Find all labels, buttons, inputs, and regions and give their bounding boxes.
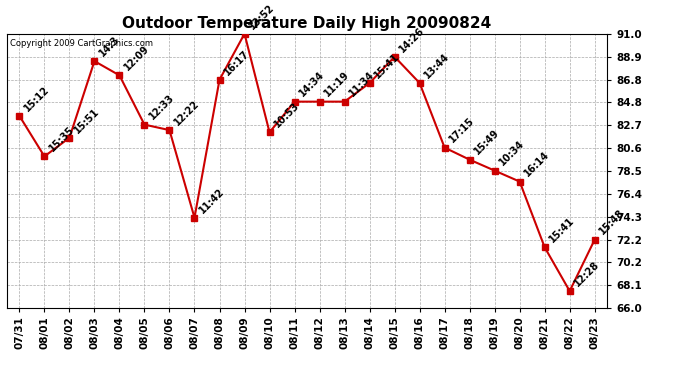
Title: Outdoor Temperature Daily High 20090824: Outdoor Temperature Daily High 20090824 — [122, 16, 492, 31]
Text: 10:34: 10:34 — [497, 139, 526, 168]
Text: 15:35: 15:35 — [47, 124, 76, 154]
Text: 11:19: 11:19 — [322, 70, 351, 99]
Text: 15:48: 15:48 — [598, 208, 627, 237]
Text: 16:17: 16:17 — [222, 48, 251, 77]
Text: 16:14: 16:14 — [522, 150, 551, 179]
Text: 11:34: 11:34 — [347, 70, 376, 99]
Text: 12:28: 12:28 — [573, 259, 602, 288]
Text: 14:26: 14:26 — [397, 25, 426, 54]
Text: 11:42: 11:42 — [197, 186, 226, 215]
Text: 13:52: 13:52 — [247, 2, 276, 31]
Text: Copyright 2009 CartGraphics.com: Copyright 2009 CartGraphics.com — [10, 39, 153, 48]
Text: 15:41: 15:41 — [373, 51, 402, 80]
Text: 12:22: 12:22 — [172, 98, 201, 128]
Text: 14:3: 14:3 — [97, 34, 121, 58]
Text: 15:12: 15:12 — [22, 84, 51, 113]
Text: 13:44: 13:44 — [422, 51, 451, 80]
Text: 15:41: 15:41 — [547, 216, 576, 244]
Text: 17:15: 17:15 — [447, 116, 476, 145]
Text: 12:33: 12:33 — [147, 93, 176, 122]
Text: 10:53: 10:53 — [273, 100, 302, 129]
Text: 15:51: 15:51 — [72, 106, 101, 135]
Text: 15:49: 15:49 — [473, 128, 502, 157]
Text: 12:09: 12:09 — [122, 44, 151, 73]
Text: 14:34: 14:34 — [297, 70, 326, 99]
